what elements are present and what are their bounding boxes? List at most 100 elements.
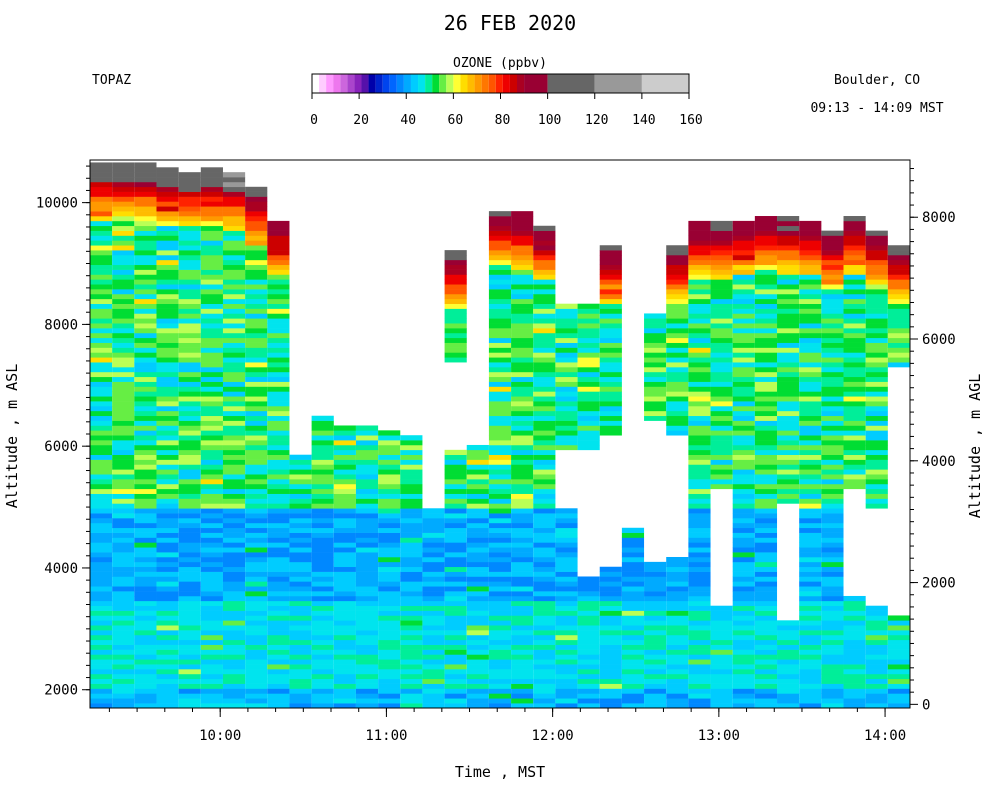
ozone-cell [466, 556, 489, 563]
ozone-cell [777, 342, 800, 348]
ozone-cell [644, 313, 667, 319]
ozone-cell [134, 308, 157, 314]
ozone-cell [178, 376, 201, 382]
ozone-cell [112, 498, 135, 504]
y-right-tick-label: 8000 [922, 210, 956, 226]
ozone-cell [754, 435, 778, 441]
ozone-cell [156, 527, 179, 533]
ozone-cell [621, 688, 645, 694]
ozone-cell [222, 191, 246, 197]
ozone-cell [710, 386, 733, 392]
ozone-cell [488, 527, 512, 533]
ozone-cell [666, 566, 689, 572]
ozone-cell [865, 240, 888, 246]
ozone-cell [444, 518, 467, 524]
ozone-cell [178, 225, 201, 231]
ozone-cell [732, 225, 755, 231]
ozone-cell [90, 586, 113, 592]
ozone-cell [732, 240, 755, 246]
ozone-cell [821, 240, 844, 246]
ozone-cell [511, 508, 534, 514]
ozone-cell [511, 225, 534, 231]
ozone-cell [178, 644, 201, 650]
ozone-cell [488, 284, 512, 290]
ozone-cell [200, 669, 223, 675]
ozone-cell [178, 571, 201, 577]
ozone-cell [732, 664, 755, 670]
ozone-cell [178, 469, 201, 475]
ozone-cell [488, 250, 512, 256]
ozone-cell [887, 352, 910, 358]
ozone-cell [799, 444, 822, 451]
ozone-cell [488, 357, 512, 363]
ozone-cell [400, 522, 423, 529]
ozone-cell [533, 376, 556, 382]
ozone-cell [200, 459, 223, 465]
ozone-cell [289, 669, 312, 675]
ozone-cell [200, 293, 223, 300]
ozone-cell [644, 337, 667, 343]
ozone-cell [666, 269, 689, 275]
ozone-cell [799, 688, 822, 694]
ozone-cell [444, 639, 467, 645]
ozone-cell [511, 279, 534, 285]
ozone-cell [799, 381, 822, 387]
ozone-cell [289, 532, 312, 538]
ozone-cell [799, 225, 822, 231]
ozone-cell [843, 430, 866, 436]
ozone-cell [511, 352, 534, 358]
ozone-cell [200, 605, 223, 611]
ozone-cell [378, 669, 401, 675]
ozone-cell [732, 376, 755, 382]
ozone-cell [444, 508, 467, 514]
ozone-cell [178, 630, 201, 636]
ozone-cell [577, 367, 600, 373]
ozone-cell [355, 483, 379, 490]
ozone-cell [865, 459, 888, 465]
ozone-cell [311, 693, 334, 699]
ozone-cell [112, 479, 135, 485]
ozone-cell [178, 605, 201, 611]
ozone-cell [732, 289, 755, 295]
ozone-cell [245, 669, 268, 675]
ozone-cell [777, 318, 800, 324]
ozone-cell [134, 591, 157, 597]
ozone-cell [488, 644, 512, 650]
ozone-cell [267, 600, 290, 607]
ozone-cell [156, 673, 179, 680]
ozone-cell [555, 415, 578, 421]
ozone-cell [599, 386, 622, 392]
ozone-cell [799, 654, 822, 660]
ozone-cell [200, 225, 223, 231]
ozone-cell [799, 245, 822, 251]
ozone-cell [178, 289, 201, 295]
ozone-cell [688, 274, 711, 280]
ozone-cell [466, 576, 489, 582]
ozone-cell [599, 425, 622, 431]
ozone-cell [666, 664, 689, 670]
ozone-cell [400, 649, 423, 655]
ozone-cell [200, 269, 223, 275]
ozone-cell [666, 430, 689, 436]
ozone-cell [799, 230, 822, 236]
ozone-cell [400, 600, 423, 607]
ozone-cell [355, 459, 379, 465]
ozone-cell [688, 245, 711, 251]
ozone-cell [821, 693, 844, 699]
ozone-cell [444, 615, 467, 621]
ozone-cell [311, 435, 334, 441]
ozone-cell [112, 503, 135, 509]
ozone-cell [112, 634, 135, 641]
ozone-cell [378, 464, 401, 470]
ozone-cell [754, 591, 778, 597]
ozone-cell [843, 347, 866, 353]
ozone-cell [112, 401, 135, 407]
ozone-cell [488, 556, 512, 563]
ozone-cell [754, 386, 778, 392]
ozone-cell [178, 659, 201, 665]
ozone-cell [843, 376, 866, 382]
ozone-cell [799, 503, 822, 509]
ozone-cell [444, 600, 467, 607]
ozone-cell [710, 259, 733, 266]
ozone-cell [245, 698, 268, 704]
